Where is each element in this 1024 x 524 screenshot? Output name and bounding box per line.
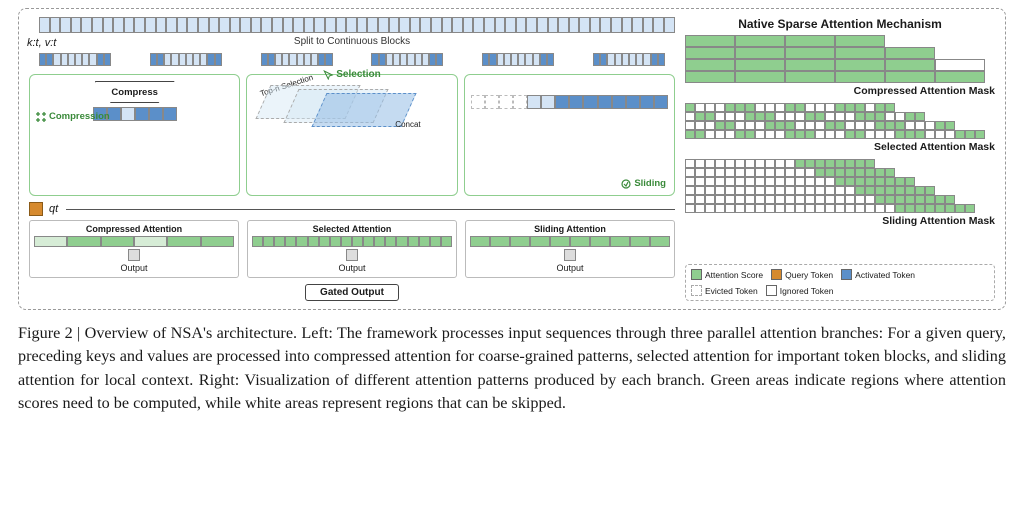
right-panel: Native Sparse Attention Mechanism Compre… [685,17,995,301]
concat-label: Concat [395,120,420,129]
caption-lead: Figure 2 | Overview of NSA's architectur… [18,324,297,342]
query-token-icon [771,269,782,280]
compression-label: Compression [36,111,110,122]
kv-token-strip [39,17,675,33]
qt-label: qt [49,203,58,215]
gated-output-row: Gated Output [29,283,675,301]
activated-token-icon [841,269,852,280]
query-token [29,202,43,216]
compressed-mask: Compressed Attention Mask [685,35,995,97]
split-label: Split to Continuous Blocks [29,36,675,47]
branch-selection: Selection Top-n Selection Concat [246,74,457,196]
selected-mask: Selected Attention Mask [685,103,995,153]
selection-diagram: Top-n Selection Concat [253,79,450,127]
query-row: qt [29,202,675,216]
output-label: Output [120,263,147,273]
right-title: Native Sparse Attention Mechanism [685,17,995,31]
sliding-icon [621,179,631,189]
sliding-attention: Sliding Attention Output [465,220,675,278]
selection-icon [323,70,333,80]
compress-icon [36,112,46,122]
kv-label: k:t, v:t [27,37,56,49]
figure-caption: Figure 2 | Overview of NSA's architectur… [18,322,1006,416]
output-label: Output [338,263,365,273]
gated-output: Gated Output [305,284,399,301]
left-panel: k:t, v:t Split to Continuous Blocks Comp… [29,17,675,301]
attention-score-icon [691,269,702,280]
block-row [29,53,675,66]
compressed-attention: Compressed Attention Output [29,220,239,278]
output-box [346,249,358,261]
legend: Attention Score Query Token Activated To… [685,264,995,301]
branch-compression: Compress Compression [29,74,240,196]
sliding-mask: Sliding Attention Mask [685,159,995,227]
sliding-tokens [471,95,668,109]
output-box [564,249,576,261]
selected-attention: Selected Attention Output [247,220,457,278]
output-box [128,249,140,261]
sliding-label: Sliding [621,178,666,189]
compress-op: Compress [95,81,175,103]
output-label: Output [556,263,583,273]
branch-sliding: Sliding [464,74,675,196]
figure-container: k:t, v:t Split to Continuous Blocks Comp… [18,8,1006,310]
ignored-token-icon [766,285,777,296]
attention-row: Compressed Attention Output Selected Att… [29,220,675,278]
branch-row: Compress Compression Selection Top-n Sel… [29,74,675,196]
evicted-token-icon [691,285,702,296]
